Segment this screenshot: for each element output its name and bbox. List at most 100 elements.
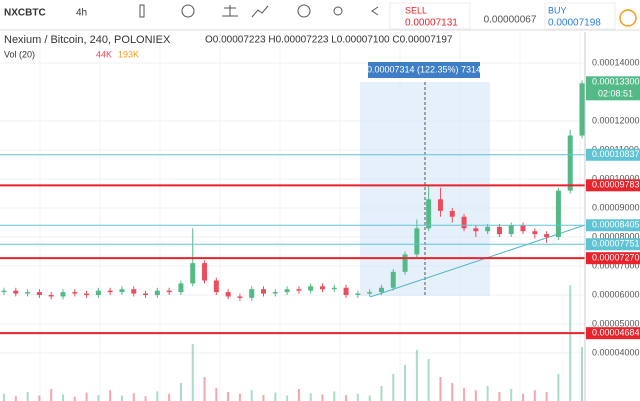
candle-body (143, 293, 149, 296)
last-price-tag (586, 76, 640, 101)
level-label: 0.00007751 (592, 239, 640, 249)
volume-title: Vol (20) (4, 49, 35, 59)
candle-body (36, 292, 42, 296)
candle-body (154, 290, 160, 296)
volume-bar (474, 390, 477, 401)
candle-body (508, 225, 514, 235)
volume-bar (368, 395, 371, 401)
candle-body (1, 290, 7, 293)
marks (0, 80, 585, 335)
candle-body (60, 292, 66, 297)
toolbar (0, 0, 640, 30)
volume-bar (533, 390, 536, 401)
candle-body (378, 287, 384, 293)
candle-body (284, 289, 290, 293)
measure-label-box (368, 62, 480, 78)
volume-bar (297, 389, 300, 401)
theme-icon[interactable] (333, 6, 343, 16)
volume-bar (26, 392, 29, 401)
last-price-label: 0.00013300 (592, 77, 640, 87)
candle-icon[interactable] (139, 4, 145, 18)
level-label: 0.00010837 (592, 149, 640, 159)
candle-body (355, 293, 361, 296)
sell-price: 0.00007131 (405, 18, 458, 29)
level-tag (586, 219, 640, 232)
volume-bar (132, 393, 135, 401)
candle-body (190, 263, 196, 284)
volume-bar (85, 392, 88, 401)
volume-bar (581, 347, 583, 401)
volume-bar (179, 383, 182, 401)
volume-bar (191, 344, 194, 401)
candle-body (402, 254, 408, 272)
volume-bar (262, 395, 265, 401)
compare-icon[interactable] (222, 5, 238, 17)
candle-body (48, 295, 54, 297)
volume-bar (522, 393, 525, 401)
volume-bar (392, 374, 395, 401)
candle-body (473, 228, 479, 232)
alert-icon[interactable] (297, 4, 311, 18)
candle-body (213, 280, 219, 293)
buy-button[interactable] (544, 2, 616, 30)
candle-body (178, 283, 184, 293)
volume-bar (498, 392, 501, 401)
candle-body (225, 292, 231, 297)
volume-bar (463, 387, 466, 401)
candle-body (166, 290, 172, 293)
level-tag (586, 179, 640, 192)
undo-icon[interactable] (371, 6, 379, 16)
volume-value: 44K (96, 49, 112, 59)
volume-bar (73, 396, 76, 401)
volume-bar (274, 392, 277, 401)
interval[interactable]: 4h (76, 8, 87, 19)
candle-body (426, 199, 432, 229)
candle-body (414, 228, 420, 255)
y-tick-label: 0.00012000 (592, 115, 640, 125)
level-tag (586, 148, 640, 161)
volume-bar (486, 386, 489, 401)
candle-body (72, 292, 78, 294)
info-icon[interactable] (619, 9, 637, 27)
candle-body (520, 225, 526, 232)
spread: 0.00000067 (484, 15, 537, 26)
settings-icon[interactable] (181, 4, 195, 18)
volume-bar (3, 393, 5, 401)
volume-bar (227, 392, 230, 401)
y-tick-label: 0.00007000 (592, 260, 640, 270)
volume-bar (97, 395, 100, 401)
y-tick-label: 0.00014000 (592, 57, 640, 67)
candle-body (84, 293, 90, 296)
volume-bar (569, 285, 572, 401)
sell-button[interactable] (389, 2, 471, 30)
volume-bar (156, 391, 159, 401)
volume-bar (345, 395, 348, 401)
volume-bar (250, 390, 253, 401)
legend-title: Nexium / Bitcoin, 240, POLONIEX (4, 34, 171, 46)
symbol[interactable]: NXCBTC (4, 8, 46, 19)
volume-bar (510, 389, 513, 401)
volume-bar (439, 377, 442, 401)
volume-ma: 193K (118, 49, 139, 59)
volume-bar (61, 394, 64, 401)
volume-bar (215, 387, 218, 401)
trend-line (369, 224, 586, 298)
candle-body (532, 231, 538, 235)
volume-bar (404, 365, 407, 401)
countdown: 02:08:51 (598, 89, 633, 99)
candle-body (579, 83, 585, 136)
candle-body (331, 287, 337, 290)
indicators-icon[interactable] (251, 5, 269, 18)
candle-body (343, 287, 349, 296)
volume-bar (14, 396, 17, 401)
candle-body (437, 199, 443, 211)
candle-body (131, 289, 137, 294)
candle-body (272, 292, 278, 294)
level-label: 0.00008405 (592, 220, 640, 230)
volume-bar (451, 383, 454, 401)
y-tick-label: 0.00009000 (592, 202, 640, 212)
level-tag (586, 252, 640, 265)
volume-bar (333, 391, 336, 401)
candle-body (25, 292, 31, 294)
